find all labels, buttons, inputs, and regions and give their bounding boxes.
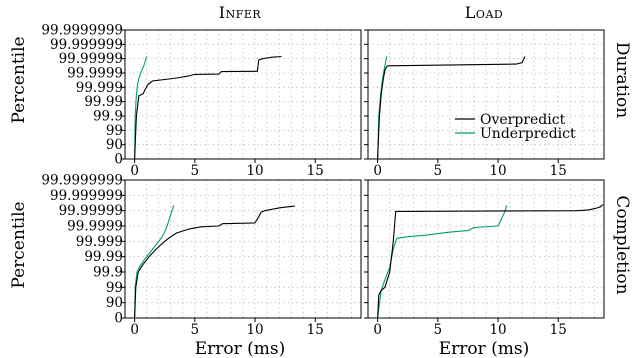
y-tick-label: 0 bbox=[114, 311, 123, 327]
plot-frame bbox=[367, 179, 605, 319]
x-tick-label: 0 bbox=[130, 163, 139, 179]
x-tick-label: 15 bbox=[550, 163, 567, 179]
x-tick-label: 10 bbox=[489, 322, 506, 338]
y-tick-label: 99.999999 bbox=[50, 188, 123, 204]
y-tick-label: 99.99 bbox=[84, 249, 123, 265]
x-tick-label: 0 bbox=[130, 322, 139, 338]
panel-duration-infer: 0909999.999.9999.99999.999999.9999999.99… bbox=[41, 23, 362, 179]
y-tick-label: 99.9999999 bbox=[41, 173, 123, 189]
row-label-completion: Completion bbox=[612, 195, 632, 294]
series-overpredict-completion-infer bbox=[134, 205, 295, 319]
y-tick-label: 99.9999 bbox=[67, 66, 123, 82]
x-tick-label: 15 bbox=[307, 163, 324, 179]
x-tick-label: 10 bbox=[246, 322, 263, 338]
series-underpredict-completion-load bbox=[377, 205, 508, 319]
column-title-infer: Infer bbox=[219, 3, 262, 22]
row-label-duration: Duration bbox=[612, 42, 632, 118]
x-tick-label: 10 bbox=[489, 163, 506, 179]
y-axis-label-top: Percentile bbox=[9, 36, 29, 123]
series-underpredict-completion-infer bbox=[134, 205, 175, 319]
x-tick-label: 15 bbox=[550, 322, 567, 338]
y-tick-label: 99 bbox=[106, 280, 123, 296]
legend-label-underpredict: Underpredict bbox=[480, 126, 576, 142]
x-tick-label: 5 bbox=[434, 322, 443, 338]
column-title-load: Load bbox=[465, 3, 503, 22]
y-tick-label: 99.99 bbox=[84, 94, 123, 110]
series-overpredict-duration-load bbox=[377, 56, 526, 160]
panel-completion-infer: 0909999.999.9999.99999.999999.9999999.99… bbox=[41, 173, 362, 338]
x-tick-label: 15 bbox=[307, 322, 324, 338]
plot-frame bbox=[367, 29, 605, 160]
y-tick-label: 99.9 bbox=[93, 265, 123, 281]
panel-duration-load: 0 5 10 15 bbox=[364, 29, 605, 179]
y-tick-label: 99.99999 bbox=[59, 51, 123, 67]
y-tick-label: 99.9999999 bbox=[41, 23, 123, 39]
x-tick-label: 5 bbox=[434, 163, 443, 179]
series-underpredict-duration-infer bbox=[134, 56, 148, 160]
legend: Overpredict Underpredict bbox=[455, 112, 576, 142]
y-tick-label: 0 bbox=[114, 152, 123, 168]
y-tick-label: 90 bbox=[106, 295, 123, 311]
legend-label-overpredict: Overpredict bbox=[480, 112, 566, 128]
x-tick-label: 5 bbox=[191, 163, 200, 179]
y-tick-label: 99.9 bbox=[93, 109, 123, 125]
x-tick-label: 5 bbox=[191, 322, 200, 338]
x-axis-label-left: Error (ms) bbox=[195, 339, 286, 358]
y-tick-label: 99.999 bbox=[76, 80, 123, 96]
plot-frame bbox=[124, 179, 362, 319]
y-tick-label: 99 bbox=[106, 123, 123, 139]
series-overpredict-duration-infer bbox=[134, 55, 282, 160]
x-tick-label: 0 bbox=[373, 163, 382, 179]
y-tick-label: 99.9999 bbox=[67, 219, 123, 235]
x-tick-label: 0 bbox=[373, 322, 382, 338]
x-axis-label-right: Error (ms) bbox=[439, 339, 530, 358]
y-tick-label: 99.99999 bbox=[59, 203, 123, 219]
panel-completion-load: 0 5 10 15 bbox=[364, 179, 605, 338]
plot-frame bbox=[124, 29, 362, 160]
series-overpredict-completion-load bbox=[377, 204, 604, 319]
y-tick-label: 90 bbox=[106, 137, 123, 153]
y-tick-label: 99.999 bbox=[76, 234, 123, 250]
y-tick-label: 99.999999 bbox=[50, 37, 123, 53]
series-underpredict-duration-load bbox=[377, 56, 388, 160]
y-axis-label-bottom: Percentile bbox=[9, 201, 29, 288]
x-tick-label: 10 bbox=[246, 163, 263, 179]
